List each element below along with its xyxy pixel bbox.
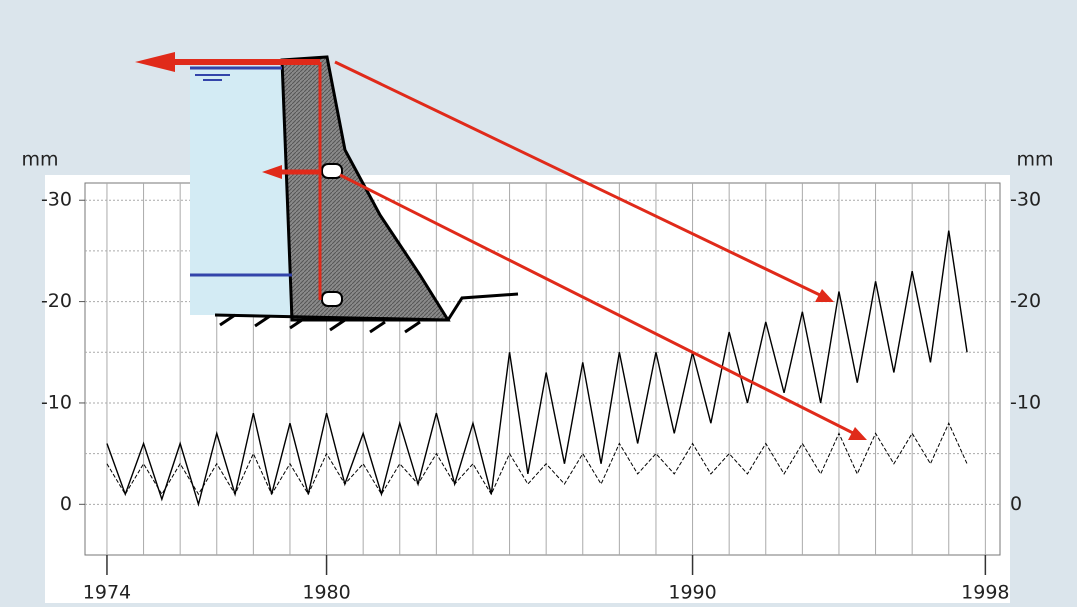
x-tick-label: 1980 (302, 582, 350, 604)
gallery (321, 163, 343, 179)
x-tick-label: 1990 (668, 582, 716, 604)
y-tick-label: -10 (41, 391, 72, 413)
y-tick-label: 0 (60, 493, 72, 515)
dam-diagram (135, 52, 867, 440)
y-tick-label: -20 (41, 290, 72, 312)
arrow (334, 60, 823, 298)
gallery (321, 291, 343, 307)
y-axis-label: mm (21, 149, 58, 171)
y2-tick-label: -10 (1010, 391, 1041, 413)
plot-frame (84, 182, 1001, 556)
ground (446, 292, 519, 321)
foundation (214, 313, 449, 322)
reservoir (190, 68, 290, 315)
series-line (106, 230, 968, 507)
arrowhead (262, 165, 282, 179)
ground-hatch (219, 313, 421, 334)
series-line (106, 422, 968, 496)
arrowhead (848, 427, 867, 440)
x-tick-label: 1998 (961, 582, 1009, 604)
arrow (339, 173, 856, 436)
arrowhead (135, 52, 175, 72)
y2-axis-label: mm (1016, 149, 1053, 171)
x-tick-label: 1974 (83, 582, 131, 604)
y2-tick-label: -30 (1010, 189, 1041, 211)
plot-panel (45, 175, 1010, 603)
y2-tick-label: 0 (1010, 493, 1022, 515)
y2-tick-label: -20 (1010, 290, 1041, 312)
arrowhead (815, 289, 834, 302)
y-tick-label: -30 (41, 189, 72, 211)
